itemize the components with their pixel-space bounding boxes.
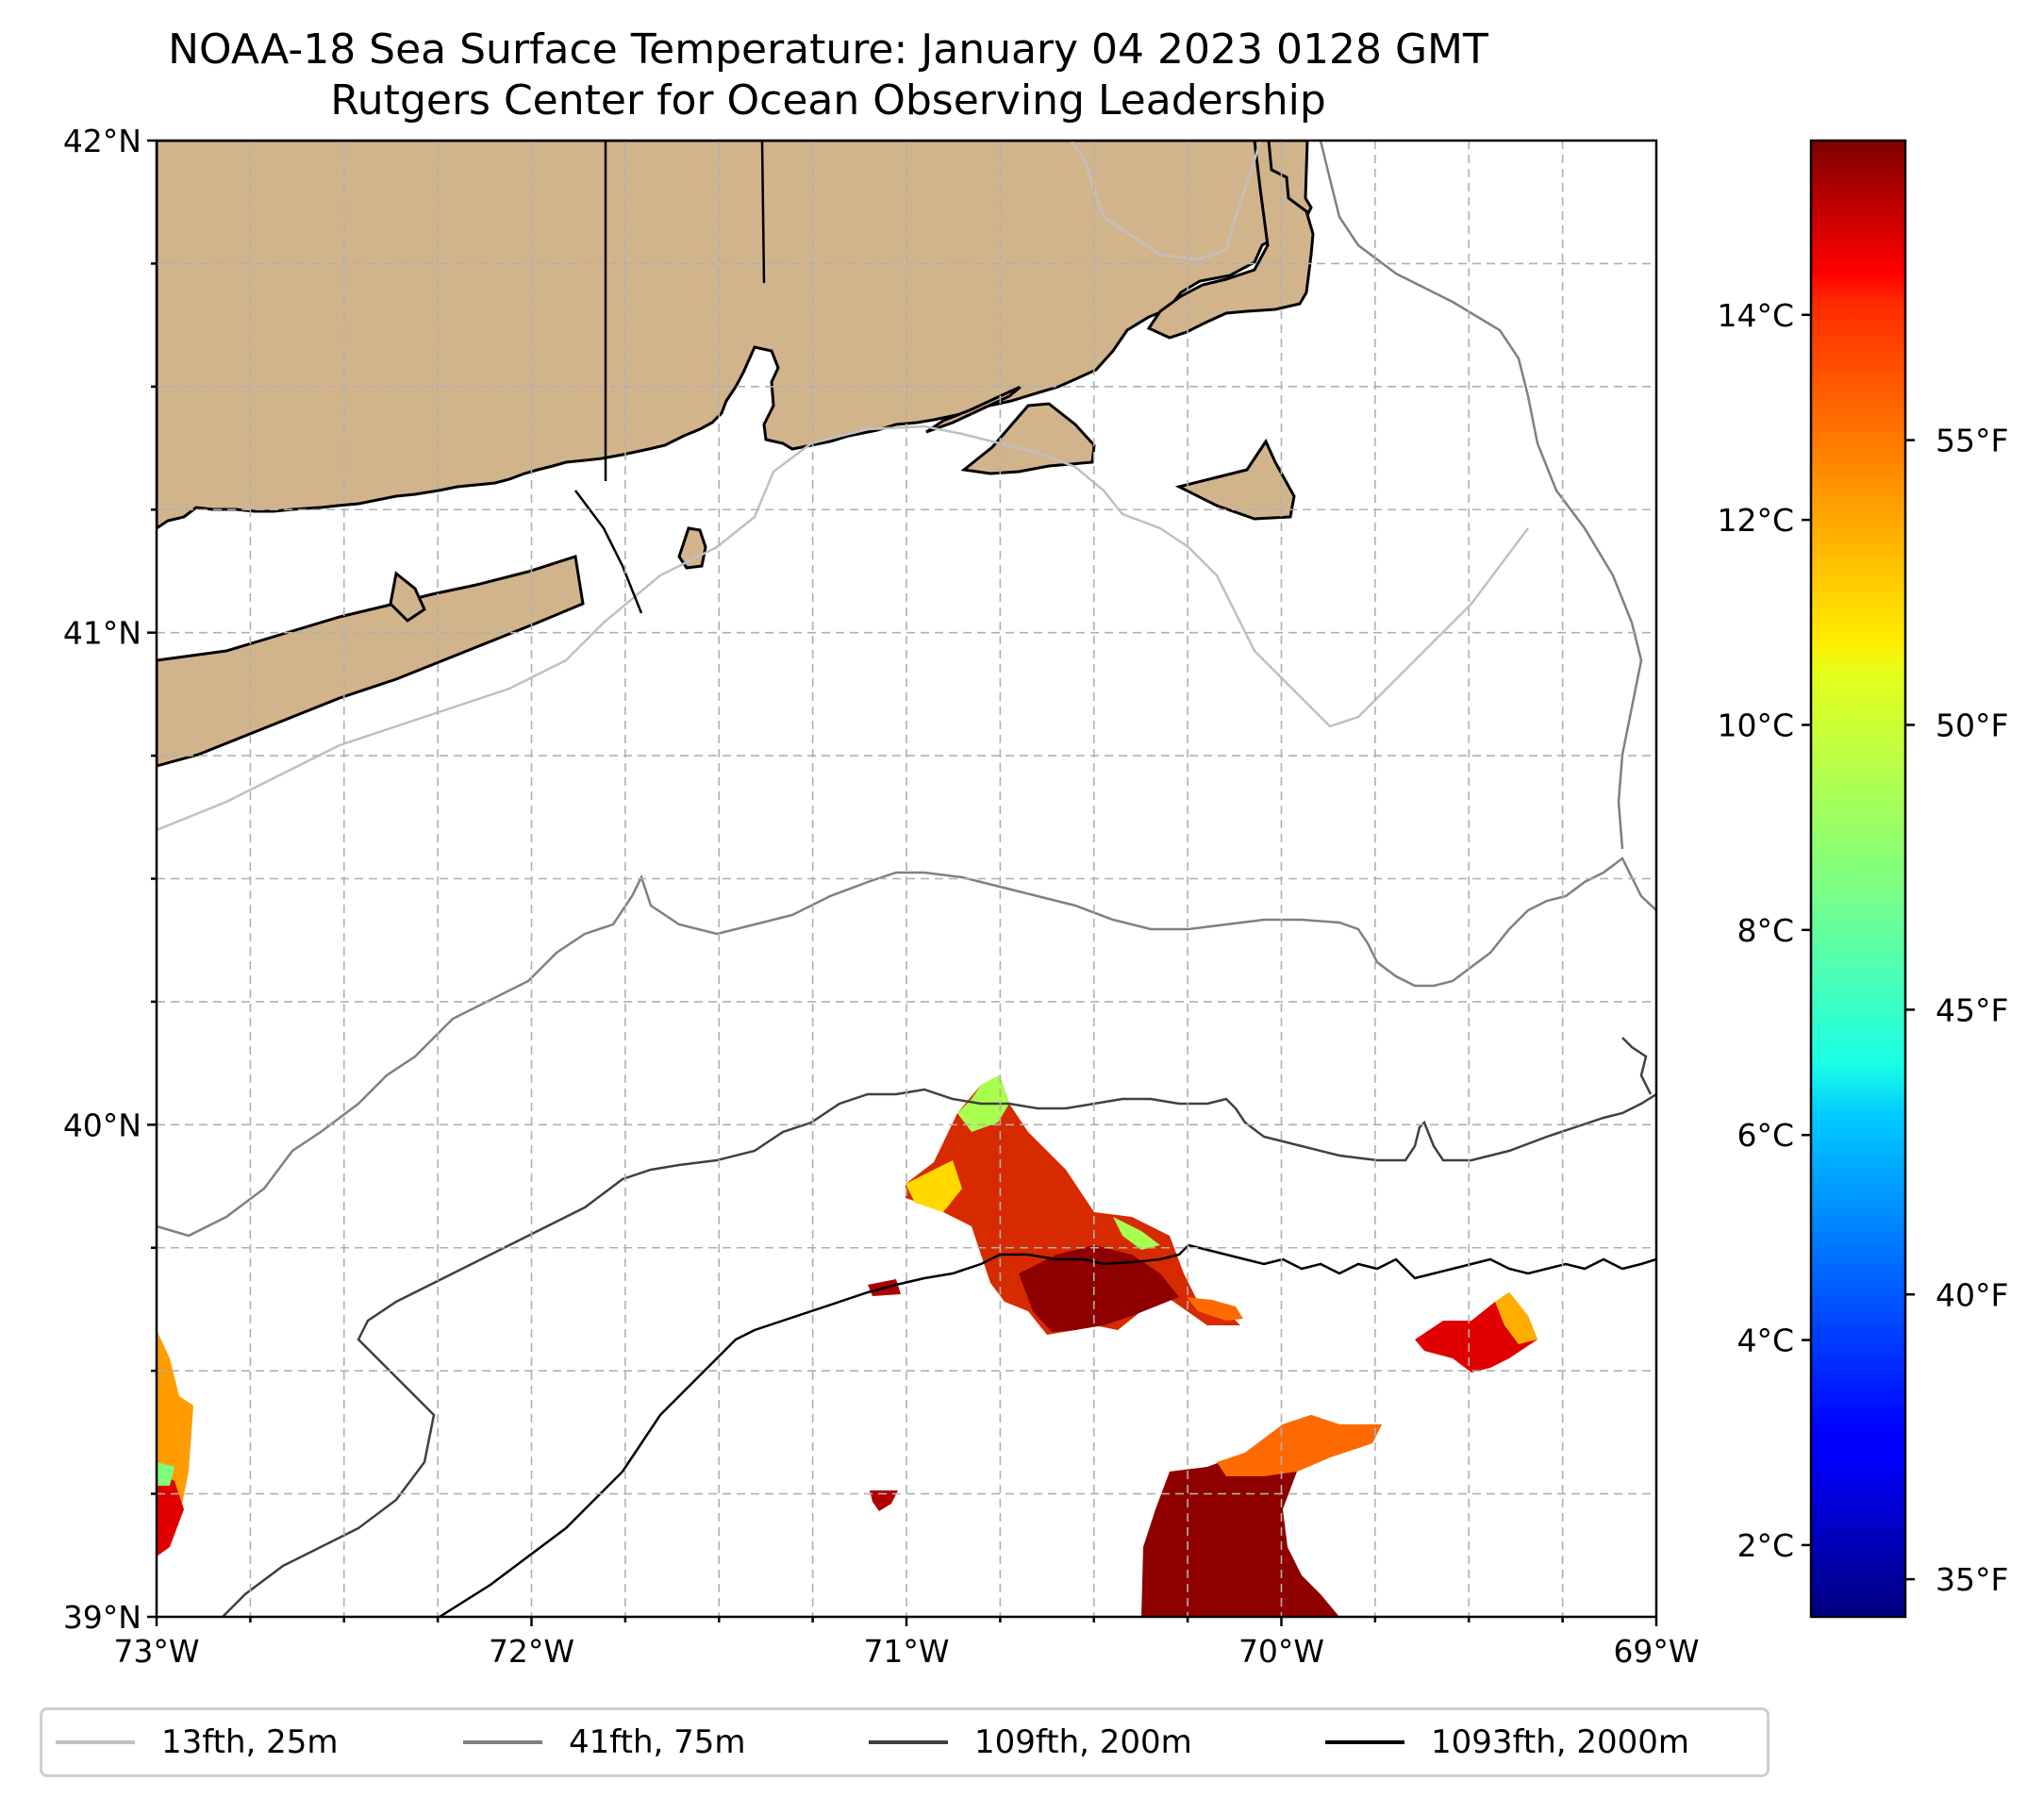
map-subtitle: Rutgers Center for Ocean Observing Leade…: [330, 76, 1326, 125]
sst-patch-east-cool: [1495, 1292, 1537, 1344]
sst-patch-center-green2: [1113, 1217, 1160, 1250]
sst-layer: [157, 1075, 1537, 1617]
sst-patch-center-warm: [1019, 1245, 1179, 1332]
sst-patch-center-cool: [906, 1160, 962, 1212]
land-cape-cod: [1146, 141, 1315, 340]
sst-patch-west-green: [157, 1462, 174, 1486]
lon-tick-label: 69°W: [1613, 1633, 1699, 1670]
colorbar-celsius-label: 2°C: [1737, 1527, 1794, 1564]
colorbar-ticks: 2°C 4°C 6°C 8°C 10°C 12°C 14°C 35°F 40°F 45°F 50°F…: [1717, 297, 2008, 1598]
legend-label-75m: 41fth, 75m: [569, 1723, 746, 1761]
legend-swatch-75m: [463, 1740, 542, 1744]
lat-tick-label: 39°N: [63, 1599, 141, 1636]
lon-tick-label: 72°W: [489, 1633, 574, 1670]
legend-item-2000m: 1093fth, 2000m: [1325, 1710, 1689, 1774]
land-long-island: [157, 555, 585, 768]
legend-item-75m: 41fth, 75m: [463, 1710, 746, 1774]
legend-item-200m: 109fth, 200m: [869, 1710, 1192, 1774]
colorbar-fahrenheit-label: 35°F: [1936, 1561, 2008, 1598]
land-mainland: [157, 141, 1313, 530]
legend-swatch-200m: [869, 1740, 948, 1744]
legend-label-2000m: 1093fth, 2000m: [1431, 1723, 1690, 1761]
colorbar-celsius-label: 10°C: [1717, 707, 1794, 743]
colorbar-fahrenheit-label: 45°F: [1936, 991, 2008, 1028]
colorbar-celsius-label: 6°C: [1737, 1117, 1794, 1154]
colorbar-fahrenheit-label: 55°F: [1936, 423, 2008, 459]
contour-200m-north: [1621, 1037, 1653, 1095]
colorbar-celsius-label: 8°C: [1737, 912, 1794, 949]
sst-patch-south: [1141, 1415, 1382, 1617]
lat-tick-label: 40°N: [63, 1106, 141, 1143]
colorbar-celsius-label: 4°C: [1737, 1323, 1794, 1359]
map-axis-ticks: [147, 139, 1658, 1626]
sst-patch-center: [906, 1075, 1240, 1335]
state-border-ri-ma: [760, 141, 766, 284]
land-nantucket: [1174, 438, 1296, 521]
sst-patch-small-2: [870, 1490, 898, 1511]
colorbar-fahrenheit-label: 40°F: [1936, 1276, 2008, 1313]
colorbar-fahrenheit-label: 50°F: [1936, 707, 2008, 743]
colorbar-celsius-label: 14°C: [1717, 297, 1794, 334]
sst-patch-west-red: [157, 1472, 184, 1556]
lat-tick-label: 41°N: [63, 615, 141, 652]
lat-tick-label: 42°N: [63, 123, 141, 159]
contour-25m: [157, 424, 1529, 832]
sst-patch-small-3: [1187, 1297, 1243, 1321]
land-block-island: [677, 526, 707, 570]
legend-label-25m: 13fth, 25m: [161, 1723, 339, 1761]
map-content: [157, 141, 1656, 1617]
colorbar-celsius-label: 12°C: [1717, 502, 1794, 539]
legend: 13fth, 25m 41fth, 75m 109fth, 200m 1093f…: [40, 1707, 1770, 1777]
bathymetry-layer: [157, 141, 1656, 1617]
legend-swatch-25m: [56, 1740, 135, 1744]
legend-swatch-2000m: [1325, 1740, 1404, 1744]
lon-tick-label: 73°W: [113, 1633, 199, 1670]
sst-patch-south-orange: [1217, 1415, 1382, 1476]
contour-75m: [157, 857, 1656, 1238]
lon-tick-label: 71°W: [863, 1633, 949, 1670]
contour-2000m: [439, 1243, 1656, 1617]
map-title: NOAA-18 Sea Surface Temperature: January…: [168, 25, 1488, 74]
legend-label-200m: 109fth, 200m: [974, 1723, 1192, 1761]
lon-tick-label: 70°W: [1238, 1633, 1324, 1670]
contour-200m: [222, 1088, 1656, 1617]
legend-item-25m: 13fth, 25m: [56, 1710, 339, 1774]
map-axis-labels: 73°W 72°W 71°W 70°W 69°W 42°N 41°N 40°N 39°N: [63, 123, 1700, 1670]
land-shelter-island: [389, 571, 426, 623]
land-layer: [157, 141, 1315, 768]
contour-25m-north: [1070, 141, 1262, 261]
colorbar: [1809, 139, 1907, 1619]
grid-lines: [157, 141, 1656, 1617]
contour-75m-north: [1319, 141, 1643, 850]
